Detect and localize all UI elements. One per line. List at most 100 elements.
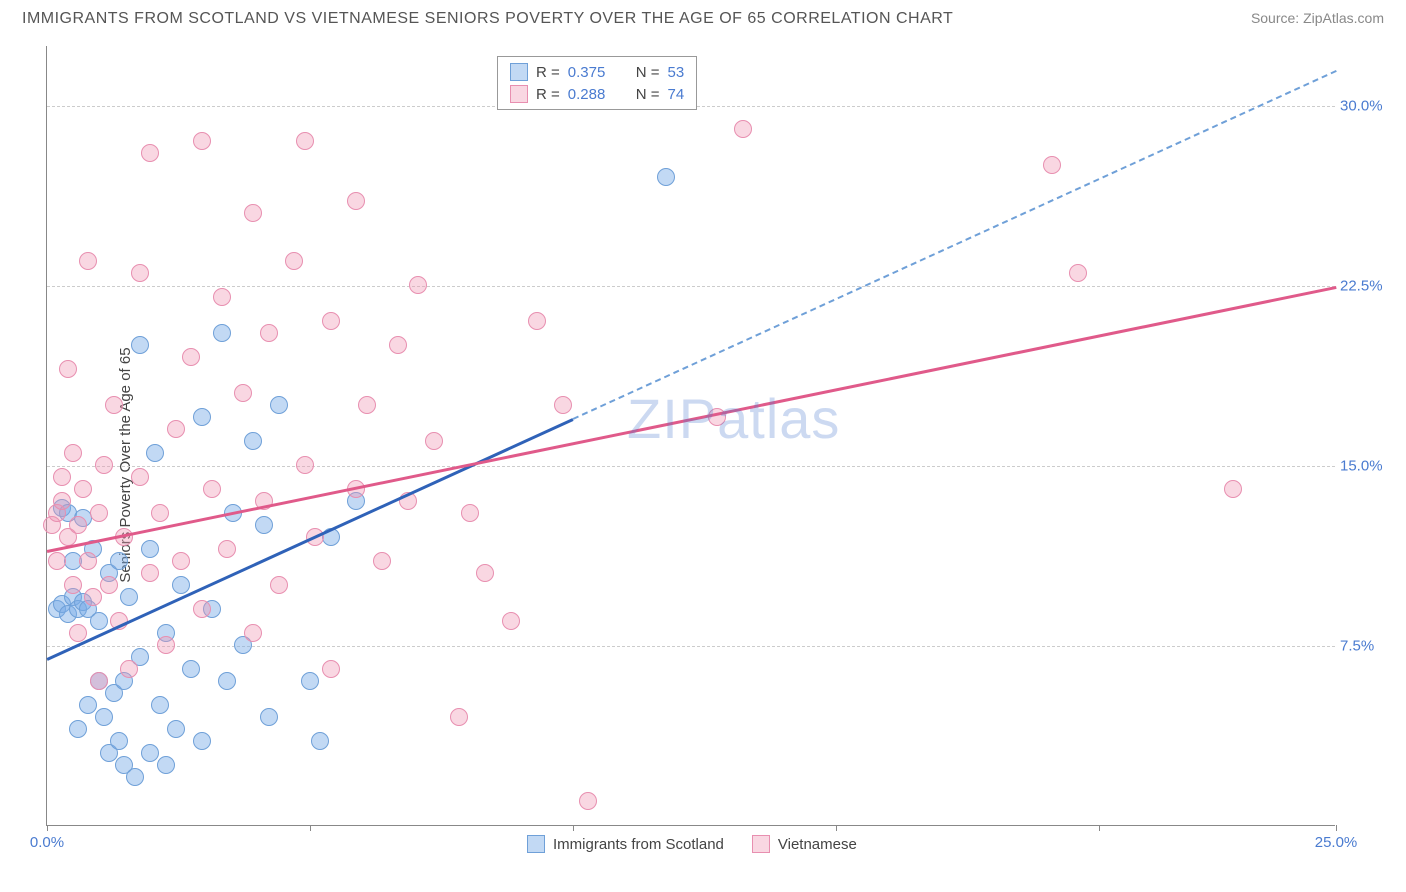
scatter-point (105, 396, 123, 414)
scatter-point (193, 408, 211, 426)
r-value: 0.288 (568, 86, 618, 103)
scatter-point (151, 696, 169, 714)
scatter-point (409, 276, 427, 294)
scatter-point (64, 576, 82, 594)
legend-label: Immigrants from Scotland (553, 836, 724, 853)
r-value: 0.375 (568, 64, 618, 81)
x-tick-mark (573, 825, 574, 831)
scatter-point (182, 348, 200, 366)
legend-item: Vietnamese (752, 835, 857, 853)
scatter-point (358, 396, 376, 414)
scatter-point (110, 732, 128, 750)
scatter-point (100, 576, 118, 594)
r-label: R = (536, 86, 560, 103)
scatter-point (131, 468, 149, 486)
n-label: N = (636, 64, 660, 81)
scatter-point (79, 696, 97, 714)
scatter-point (146, 444, 164, 462)
scatter-point (84, 588, 102, 606)
scatter-point (126, 768, 144, 786)
scatter-point (244, 204, 262, 222)
scatter-point (579, 792, 597, 810)
legend-swatch (527, 835, 545, 853)
scatter-point (141, 564, 159, 582)
scatter-point (182, 660, 200, 678)
gridline (47, 466, 1335, 467)
scatter-point (502, 612, 520, 630)
legend-item: Immigrants from Scotland (527, 835, 724, 853)
scatter-point (53, 492, 71, 510)
scatter-point (554, 396, 572, 414)
scatter-point (1069, 264, 1087, 282)
scatter-point (193, 132, 211, 150)
scatter-point (90, 672, 108, 690)
scatter-point (74, 480, 92, 498)
source-label: Source: ZipAtlas.com (1251, 10, 1384, 26)
scatter-point (270, 396, 288, 414)
legend-swatch (752, 835, 770, 853)
scatter-point (69, 720, 87, 738)
scatter-point (260, 708, 278, 726)
n-label: N = (636, 86, 660, 103)
legend-swatch (510, 85, 528, 103)
scatter-point (1224, 480, 1242, 498)
legend-row: R = 0.375 N = 53 (510, 61, 684, 83)
scatter-point (285, 252, 303, 270)
scatter-point (193, 732, 211, 750)
scatter-point (461, 504, 479, 522)
scatter-point (141, 744, 159, 762)
scatter-point (244, 624, 262, 642)
scatter-point (347, 192, 365, 210)
scatter-point (95, 708, 113, 726)
scatter-point (53, 468, 71, 486)
scatter-point (1043, 156, 1061, 174)
scatter-point (157, 756, 175, 774)
scatter-point (322, 312, 340, 330)
scatter-point (322, 660, 340, 678)
scatter-point (450, 708, 468, 726)
scatter-point (218, 672, 236, 690)
scatter-point (69, 624, 87, 642)
scatter-point (110, 552, 128, 570)
scatter-point (244, 432, 262, 450)
scatter-point (311, 732, 329, 750)
scatter-point (172, 576, 190, 594)
scatter-point (141, 540, 159, 558)
n-value: 53 (668, 64, 685, 81)
x-tick-label: 25.0% (1315, 834, 1358, 851)
scatter-point (203, 480, 221, 498)
scatter-point (657, 168, 675, 186)
scatter-point (90, 612, 108, 630)
gridline (47, 286, 1335, 287)
scatter-point (425, 432, 443, 450)
chart-title: IMMIGRANTS FROM SCOTLAND VS VIETNAMESE S… (22, 10, 953, 28)
scatter-point (734, 120, 752, 138)
scatter-point (151, 504, 169, 522)
legend-swatch (510, 63, 528, 81)
scatter-point (79, 552, 97, 570)
scatter-point (157, 636, 175, 654)
legend-stats: R =0.375N =53R =0.288N =74 (497, 56, 697, 110)
r-label: R = (536, 64, 560, 81)
y-tick-label: 30.0% (1340, 98, 1395, 115)
scatter-point (48, 552, 66, 570)
scatter-point (373, 552, 391, 570)
scatter-point (69, 516, 87, 534)
scatter-point (218, 540, 236, 558)
scatter-point (296, 132, 314, 150)
scatter-point (260, 324, 278, 342)
x-tick-mark (310, 825, 311, 831)
scatter-point (213, 288, 231, 306)
plot-area: 7.5%15.0%22.5%30.0%0.0%25.0%R =0.375N =5… (46, 46, 1335, 826)
x-tick-mark (47, 825, 48, 831)
regression-dash (572, 70, 1336, 420)
scatter-point (301, 672, 319, 690)
scatter-point (120, 588, 138, 606)
scatter-point (296, 456, 314, 474)
legend-label: Vietnamese (778, 836, 857, 853)
scatter-point (131, 264, 149, 282)
y-tick-label: 22.5% (1340, 278, 1395, 295)
chart-container: Seniors Poverty Over the Age of 65 7.5%1… (0, 38, 1406, 892)
y-tick-label: 15.0% (1340, 458, 1395, 475)
legend-series: Immigrants from Scotland Vietnamese (527, 835, 875, 853)
